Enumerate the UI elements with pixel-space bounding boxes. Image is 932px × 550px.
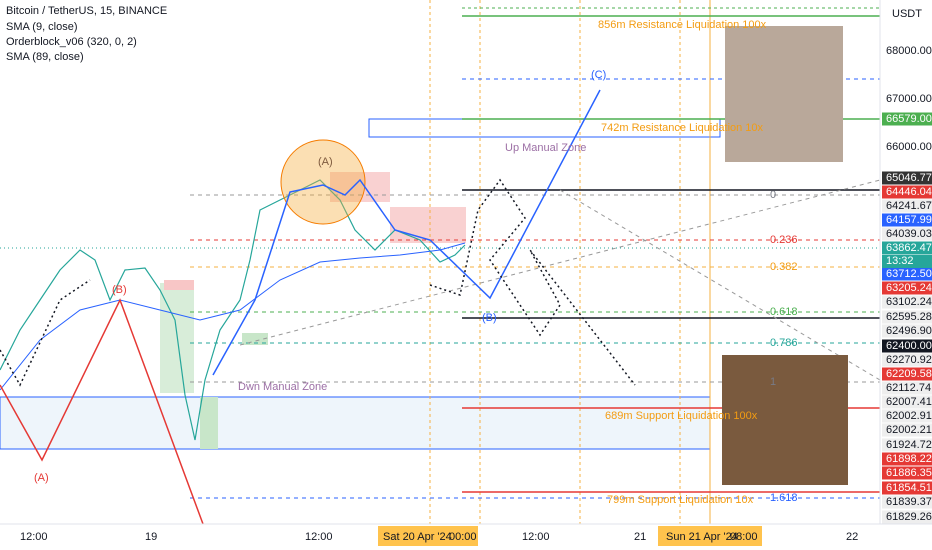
price-label-bg (882, 324, 932, 338)
price-label-bg (882, 438, 932, 452)
time-label: 12:00 (305, 531, 333, 543)
price-label-bg (882, 112, 932, 126)
price-label-bg (882, 213, 932, 227)
price-label: 62270.92 (886, 354, 932, 366)
price-label: 63205.24 (886, 282, 932, 294)
price-label-bg (882, 452, 932, 466)
time-label: Sun 21 Apr '24 (666, 531, 738, 543)
price-label-bg (882, 481, 932, 495)
price-label-bg (882, 185, 932, 199)
price-label: 65046.77 (886, 172, 932, 184)
price-label-bg (882, 199, 932, 213)
price-label-bg (882, 381, 932, 395)
fib-level: 0 (770, 189, 776, 201)
price-label: 63862.47 (886, 242, 932, 254)
symbol: Bitcoin / TetherUS, 15, BINANCE (6, 5, 167, 17)
time-label: 12:00 (522, 531, 550, 543)
indicator: Orderblock_v06 (320, 0, 2) (6, 36, 137, 48)
time-label: 00:00 (449, 531, 477, 543)
price-label: 62112.74 (886, 382, 931, 394)
price-label: 63102.24 (886, 296, 932, 308)
price-label-bg (882, 171, 932, 185)
price-label-bg (882, 241, 932, 255)
countdown: 13:32 (886, 255, 914, 267)
annotation: Up Manual Zone (505, 142, 586, 154)
price-label-bg (882, 339, 932, 353)
price-label: 61886.35 (886, 467, 932, 479)
price-label: 68000.00 (886, 45, 932, 57)
price-label-bg (882, 466, 932, 480)
price-label: 67000.00 (886, 93, 932, 105)
price-label: 61924.72 (886, 439, 932, 451)
countdown-bg (882, 255, 932, 268)
price-label: 62007.41 (886, 396, 932, 408)
indicator: SMA (9, close) (6, 21, 78, 33)
price-label: 64241.67 (886, 200, 932, 212)
price-label: 61898.22 (886, 453, 932, 465)
fib-level: 0.618 (770, 306, 798, 318)
annotation: 799m Support Liquidation 10x (607, 494, 754, 506)
price-label-bg (882, 409, 932, 423)
price-label-bg (882, 495, 932, 509)
wave-label: (A) (34, 472, 49, 484)
time-label: Sat 20 Apr '24 (383, 531, 452, 543)
wave-label: (A) (318, 156, 333, 168)
time-label: 19 (145, 531, 157, 543)
wave-label: (B) (482, 312, 497, 324)
price-label-bg (882, 295, 932, 309)
price-label-bg (882, 310, 932, 324)
wave-label: (C) (591, 69, 606, 81)
fib-level: 0.236 (770, 234, 798, 246)
price-label-bg (882, 395, 932, 409)
price-label-bg (882, 423, 932, 437)
indicator: SMA (89, close) (6, 51, 84, 63)
price-label-bg (882, 227, 932, 241)
annotation: 856m Resistance Liquidation 100x (598, 19, 767, 31)
wave-label: (B) (112, 284, 127, 296)
price-label: 62595.28 (886, 311, 932, 323)
price-label: 61854.51 (886, 482, 932, 494)
price-label: 62002.21 (886, 424, 932, 436)
price-unit: USDT (892, 8, 922, 20)
price-label: 64157.99 (886, 214, 932, 226)
annotation: 689m Support Liquidation 100x (605, 410, 758, 422)
price-label-bg (882, 367, 932, 381)
time-label: 22 (846, 531, 858, 543)
time-label: 12:00 (20, 531, 48, 543)
price-label: 62209.58 (886, 368, 932, 380)
price-label-bg (882, 510, 932, 524)
price-label-bg (882, 281, 932, 295)
price-label: 62400.00 (886, 340, 932, 352)
price-label: 64039.03 (886, 228, 932, 240)
price-label: 64446.04 (886, 186, 932, 198)
fib-level: 0.786 (770, 337, 798, 349)
fib-level: 1.618 (770, 492, 798, 504)
price-label: 63712.50 (886, 268, 932, 280)
fib-level: 0.382 (770, 261, 798, 273)
fib-level: 1 (770, 376, 776, 388)
price-label-bg (882, 267, 932, 281)
price-label-bg (882, 353, 932, 367)
time-label: 08:00 (730, 531, 758, 543)
price-label: 61839.37 (886, 496, 932, 508)
price-label: 66000.00 (886, 141, 932, 153)
price-label: 62496.90 (886, 325, 932, 337)
time-label: 21 (634, 531, 646, 543)
price-label: 62002.91 (886, 410, 932, 422)
annotation: Dwn Manual Zone (238, 381, 327, 393)
price-label: 66579.00 (886, 113, 932, 125)
annotation: 742m Resistance Liquidation 10x (601, 122, 764, 134)
price-label: 61829.26 (886, 511, 932, 523)
